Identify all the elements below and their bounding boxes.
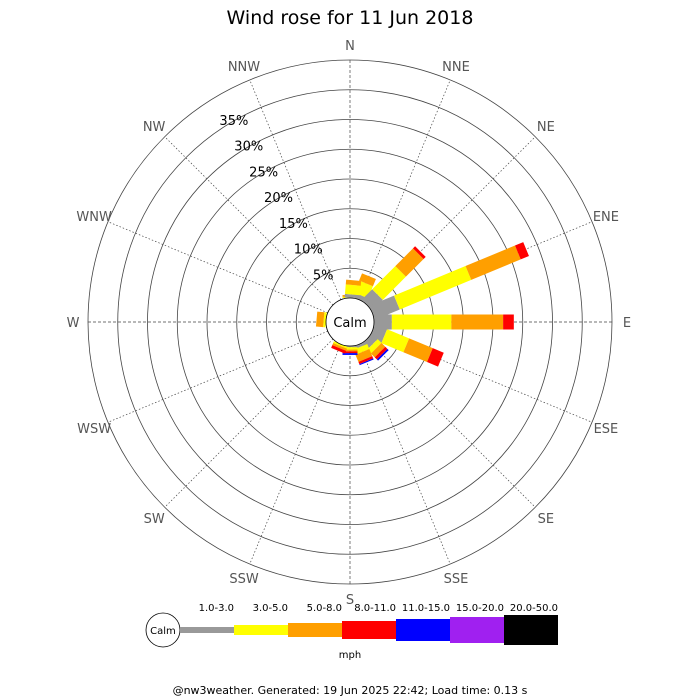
wind-bar-segment [394,266,472,310]
direction-label: E [623,316,631,331]
wind-bar-segment [451,314,504,330]
spoke-line [358,79,451,300]
wind-bar-segment [395,248,424,277]
direction-label: SE [538,512,554,527]
wind-bar-segment [323,312,327,328]
legend-swatch [234,625,288,635]
direction-label: S [346,593,354,608]
direction-label: N [345,39,355,54]
legend-units: mph [339,650,361,661]
direction-label: NNW [228,60,260,75]
legend-calm-label: Calm [150,626,176,637]
wind-bar-segment [427,348,444,367]
spoke-line [164,136,334,306]
legend-bin-label: 8.0-11.0 [354,603,396,614]
direction-label: WSW [77,422,111,437]
radial-tick-label: 5% [313,268,334,283]
wind-bar-segment [359,273,376,287]
wind-bar-segment [345,279,362,286]
legend-swatch [396,619,450,641]
grid-circle [147,119,553,525]
spoke-line [249,344,342,565]
legend-bin-label: 11.0-15.0 [402,603,450,614]
direction-label: W [67,316,80,331]
spoke-line [358,344,451,565]
radial-tick-label: 20% [264,191,293,206]
wind-bar-segment [358,356,374,365]
direction-label: NE [537,120,555,135]
radial-tick-label: 10% [294,243,323,258]
legend-swatch [504,615,558,645]
radial-tick-label: 15% [279,217,308,232]
wind-bar-segment [331,345,347,354]
wind-bar-segment [391,314,452,330]
spoke-line [107,330,328,423]
legend-bin-label: 20.0-50.0 [510,603,558,614]
chart-title: Wind rose for 11 Jun 2018 [227,7,474,29]
wind-bar-segment [374,346,388,360]
wind-bar-segment [333,341,348,349]
wind-bar-segment [372,266,406,300]
legend-bin-label: 1.0-3.0 [199,603,234,614]
wind-bar-segment [342,353,358,355]
direction-label: SSW [229,572,259,587]
wind-bar-segment [315,311,325,328]
radial-tick-label: 30% [234,140,263,155]
direction-label: NW [143,120,166,135]
grid-circle [176,148,524,496]
wind-bar-segment [412,246,426,260]
footer-text: @nw3weather. Generated: 19 Jun 2025 22:4… [173,684,528,697]
wind-bar-segment [344,293,360,299]
wind-bar-segment [367,339,382,354]
wind-bar-segment [344,284,361,296]
radial-tick-label: 35% [219,114,248,129]
direction-label: SSE [444,572,469,587]
calm-circle [325,297,375,347]
wind-bar-segment [381,329,410,353]
legend-swatch [450,617,504,643]
wind-bar-segment [503,314,514,330]
direction-label: ENE [593,210,619,225]
direction-label: WNW [76,210,112,225]
wind-bar-segment [369,295,400,320]
wind-bar-segment [355,348,373,362]
wind-bar-segment [465,245,521,280]
grid-circle [117,89,583,555]
wind-bar-segment [514,242,529,260]
radial-tick-label: 25% [249,165,278,180]
wind-bar-segment [370,342,386,358]
wind-bar-segment [359,358,374,366]
spoke-line [107,221,328,314]
legend-swatch [342,621,396,639]
legend-swatch [180,627,234,633]
wind-bar-segment [332,342,348,351]
legend-bin-label: 5.0-8.0 [307,603,342,614]
spoke-line [249,79,342,300]
wind-bar-segment [342,351,358,354]
direction-label: ESE [594,422,619,437]
spoke-line [164,338,334,508]
calm-label: Calm [333,316,366,331]
direction-label: SW [144,512,165,527]
direction-label: NNE [442,60,470,75]
legend-bin-label: 15.0-20.0 [456,603,504,614]
wind-bar-segment [376,348,389,361]
wind-bar-segment [403,338,433,363]
legend-swatch [288,623,342,637]
spoke-line [366,338,536,508]
legend-bin-label: 3.0-5.0 [253,603,288,614]
